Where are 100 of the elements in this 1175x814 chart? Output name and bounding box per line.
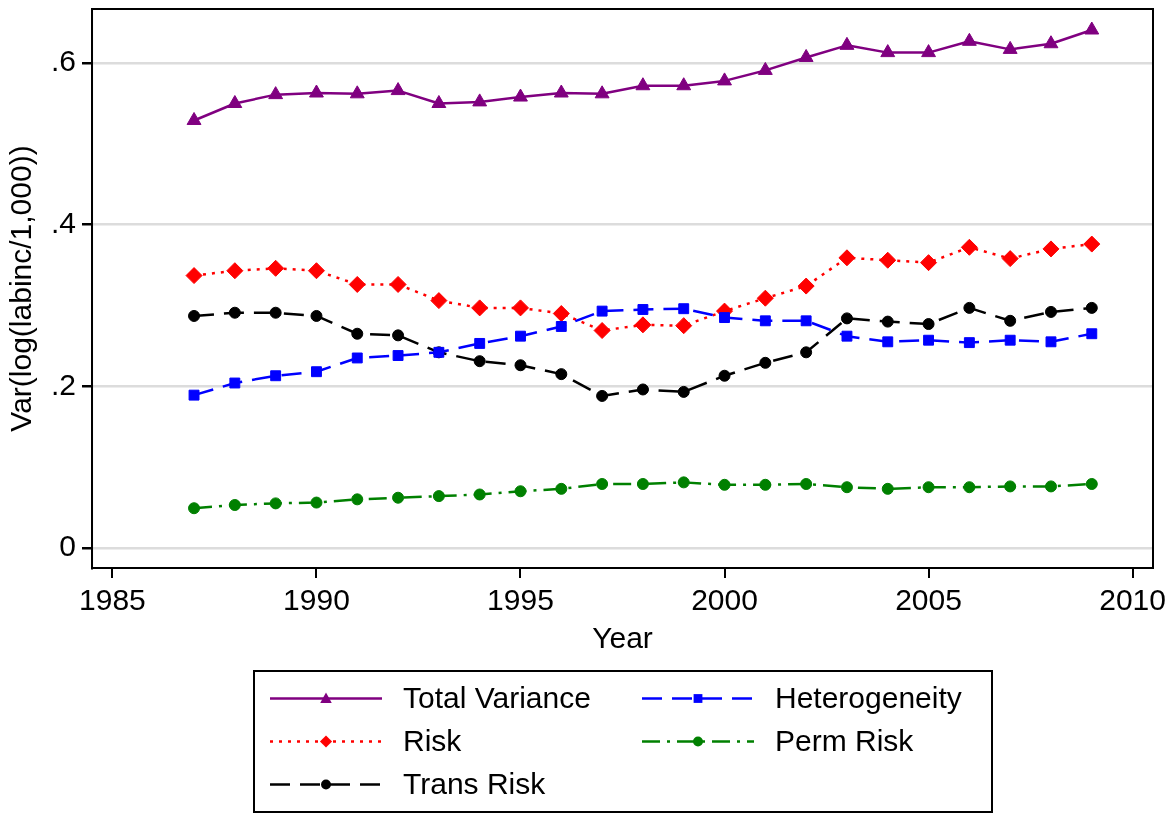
point: [228, 306, 241, 319]
point: [922, 318, 935, 331]
point: [637, 304, 649, 315]
point: [310, 496, 323, 509]
point: [1001, 250, 1019, 268]
point: [717, 72, 732, 86]
point: [920, 254, 938, 272]
point: [963, 301, 976, 314]
y-tick-label: .2: [50, 367, 77, 401]
point: [474, 337, 486, 349]
point: [514, 485, 527, 498]
point: [960, 238, 978, 256]
point: [348, 275, 366, 293]
point: [1002, 40, 1018, 54]
point: [963, 481, 976, 494]
point: [1083, 235, 1101, 253]
point: [841, 330, 853, 342]
point: [961, 32, 977, 46]
point: [351, 327, 364, 340]
point: [1086, 328, 1098, 340]
point: [514, 359, 527, 372]
point: [800, 346, 813, 359]
point: [634, 316, 652, 334]
point: [555, 368, 568, 381]
point: [270, 370, 282, 382]
point: [882, 336, 894, 348]
point: [392, 329, 405, 342]
point: [840, 481, 853, 494]
point: [596, 389, 609, 402]
point: [879, 251, 897, 269]
legend-label: Risk: [403, 723, 463, 757]
point: [186, 111, 202, 125]
point: [268, 86, 284, 100]
x-tick-label: 1985: [79, 583, 146, 617]
x-tick-label: 2010: [1099, 583, 1166, 617]
point: [511, 299, 529, 317]
point: [797, 277, 815, 295]
point: [188, 389, 200, 401]
y-tick-label: .4: [50, 205, 77, 239]
y-tick-label: 0: [59, 529, 77, 563]
point: [923, 334, 935, 346]
point: [1042, 240, 1060, 258]
point: [678, 303, 690, 315]
point: [226, 262, 244, 280]
point: [838, 249, 856, 267]
x-tick-label: 1990: [283, 583, 350, 617]
point: [759, 478, 772, 491]
point: [881, 315, 894, 328]
point: [472, 93, 488, 107]
point: [1004, 314, 1017, 327]
point: [553, 84, 569, 98]
point: [473, 355, 486, 368]
point: [392, 350, 404, 361]
point: [188, 309, 201, 322]
point: [392, 491, 405, 504]
point: [963, 337, 975, 349]
point: [921, 44, 936, 58]
point: [555, 482, 568, 495]
point: [307, 262, 325, 280]
point: [1004, 334, 1016, 346]
point: [677, 476, 690, 489]
point: [515, 330, 526, 342]
point: [677, 385, 690, 398]
point: [269, 306, 282, 319]
point: [552, 305, 570, 323]
point: [719, 312, 730, 324]
point: [1085, 477, 1098, 490]
y-tick-label: .6: [50, 44, 77, 78]
point: [756, 289, 774, 307]
point: [840, 312, 853, 325]
point: [675, 317, 693, 335]
x-axis-title: Year: [592, 621, 653, 655]
point: [718, 369, 731, 382]
point: [269, 497, 282, 510]
point: [839, 36, 855, 50]
point: [596, 305, 608, 317]
legend-label: Perm Risk: [775, 723, 915, 757]
legend-label: Heterogeneity: [775, 680, 962, 714]
point: [227, 95, 243, 109]
point: [635, 77, 651, 91]
x-tick-label: 2000: [691, 583, 758, 617]
point: [431, 95, 447, 109]
point: [798, 48, 814, 62]
point: [922, 481, 935, 494]
point: [594, 85, 610, 99]
point: [390, 82, 406, 96]
point: [1043, 35, 1059, 49]
point: [389, 275, 407, 293]
point: [267, 259, 285, 277]
point: [800, 477, 813, 490]
point: [349, 85, 365, 99]
point: [351, 493, 364, 506]
point: [555, 321, 567, 332]
point: [473, 488, 486, 501]
y-axis-title: Var(log(labinc/1,000)): [4, 145, 38, 432]
point: [351, 352, 363, 364]
point: [513, 88, 528, 102]
point: [676, 77, 692, 91]
point: [759, 315, 771, 327]
legend-label: Total Variance: [403, 680, 591, 714]
